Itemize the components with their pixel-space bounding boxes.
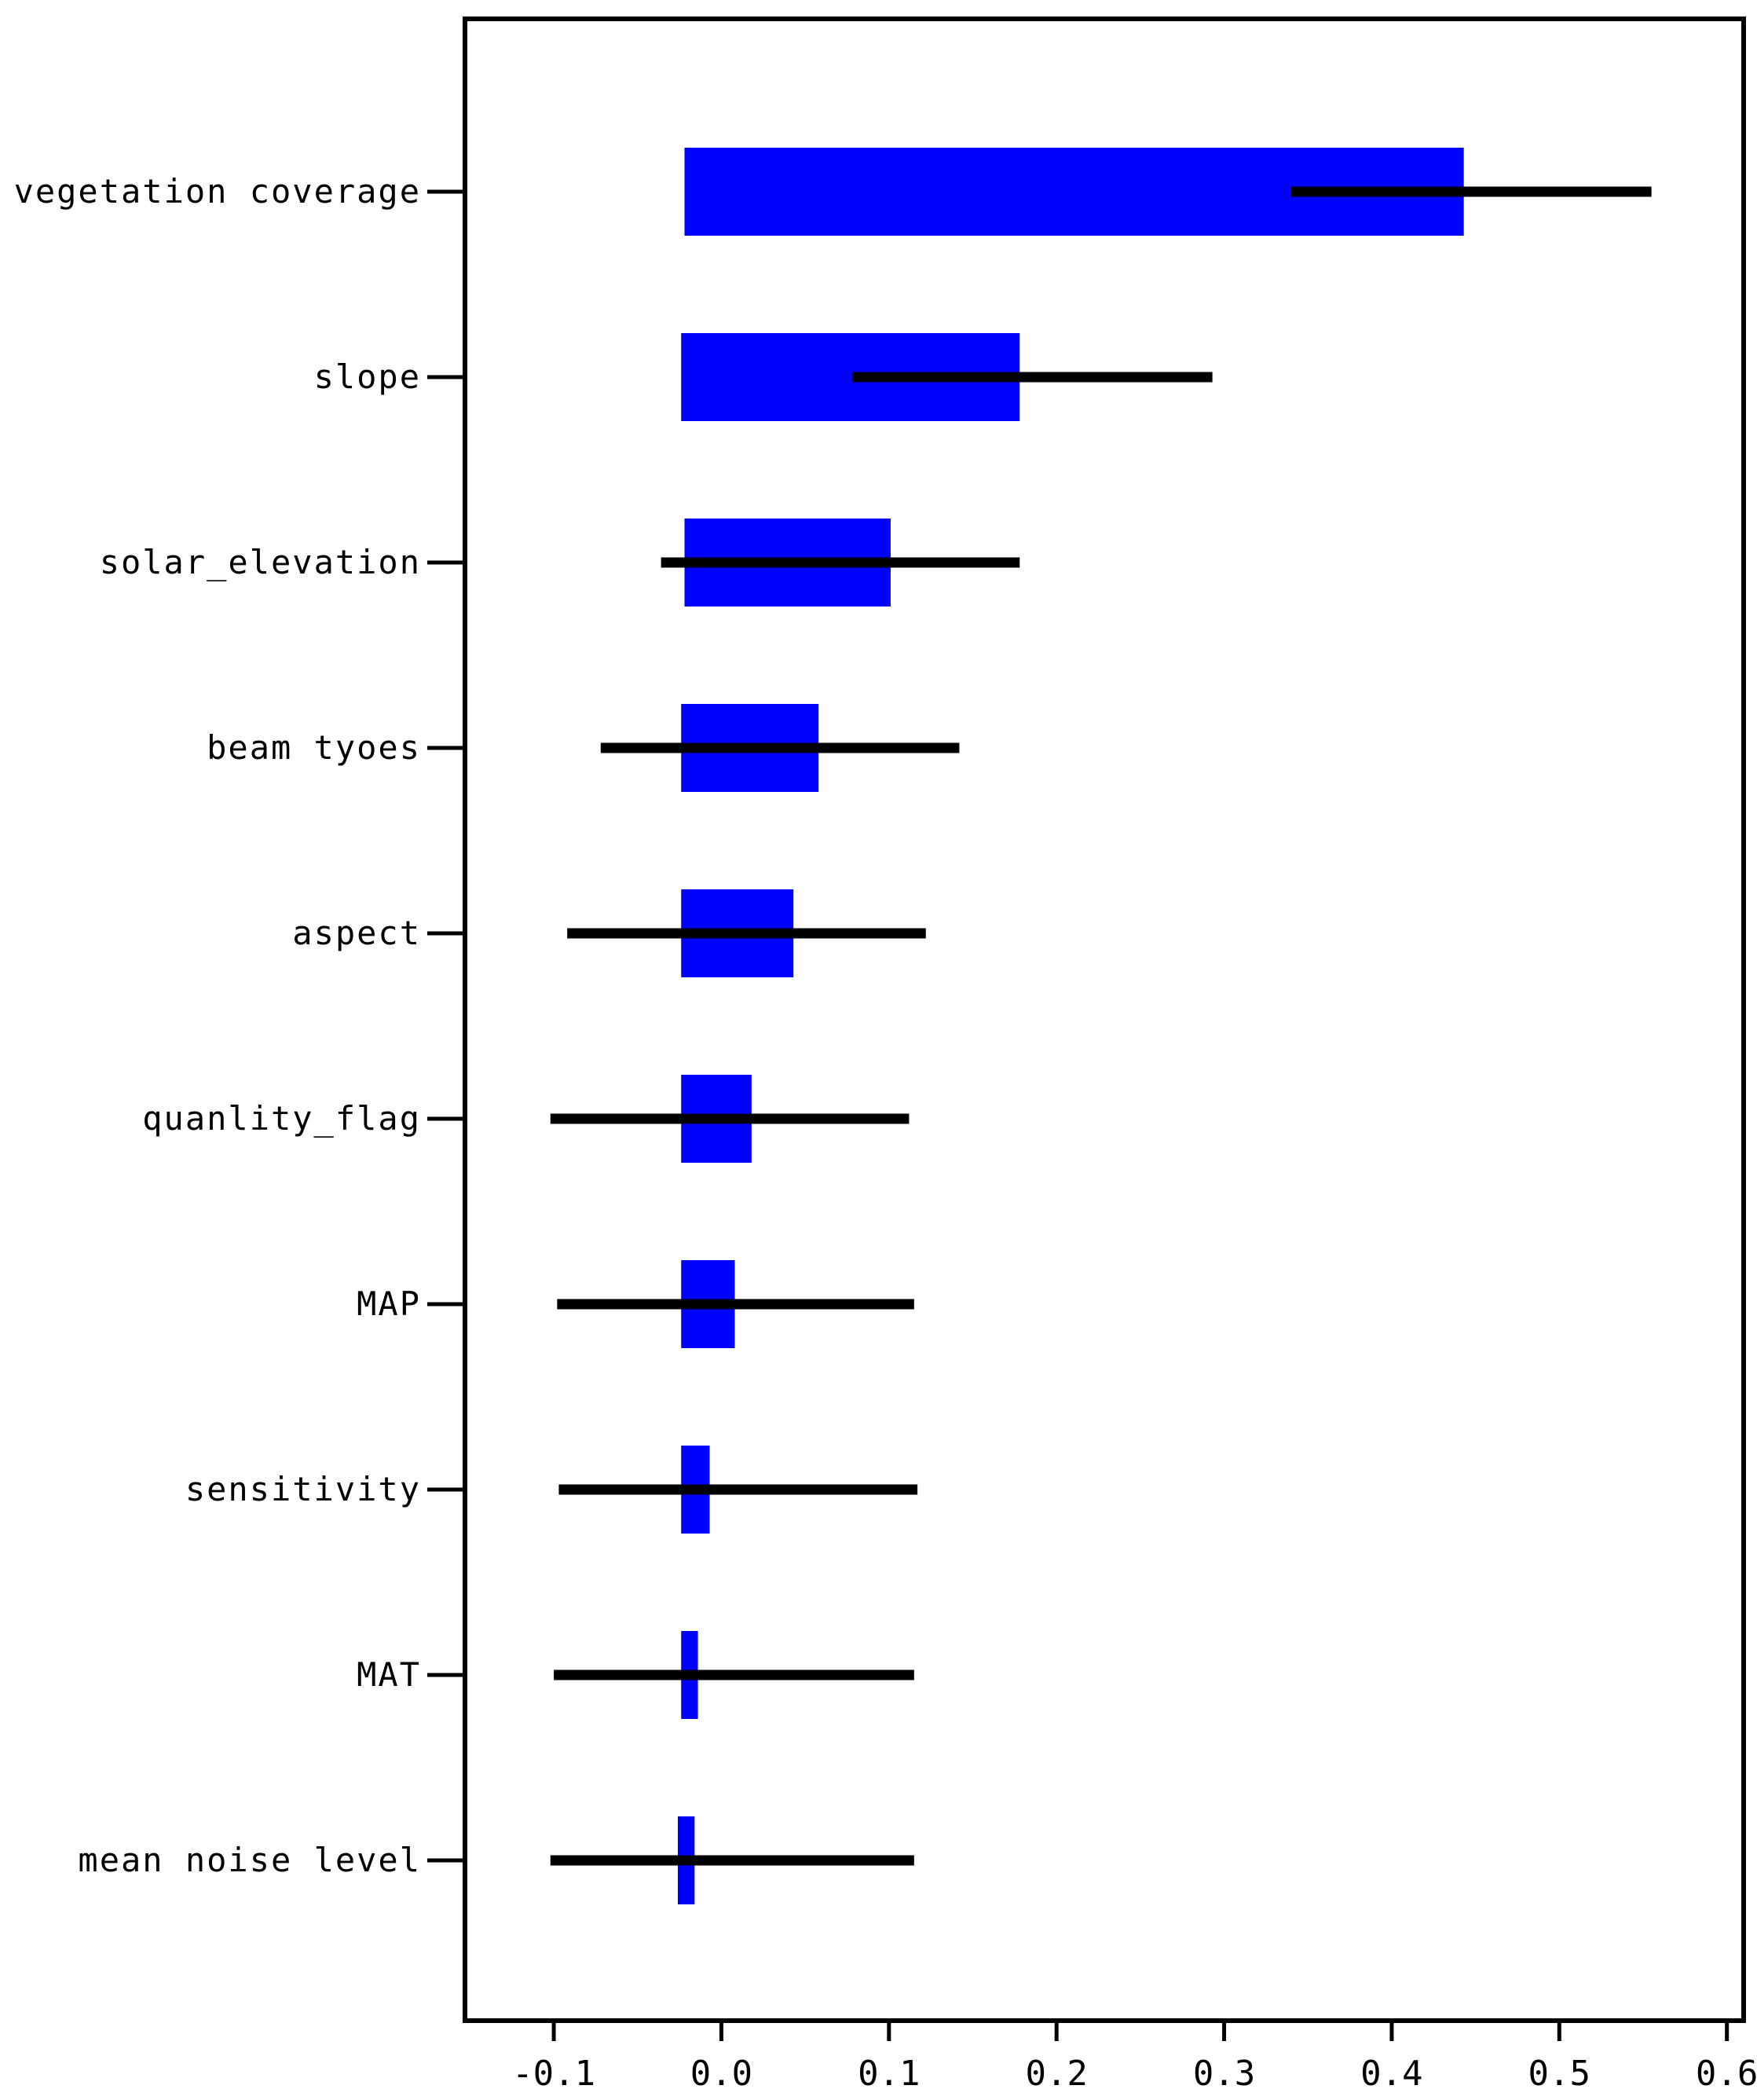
x-tick-label: -0.1 — [512, 2054, 595, 2094]
bars — [677, 148, 1464, 1904]
x-tick-label: 0.2 — [1025, 2054, 1087, 2094]
category-label: aspect — [292, 914, 421, 952]
y-axis: vegetation coverage slope solar_elevationb… — [14, 172, 465, 1879]
x-tick-label: 0.3 — [1193, 2054, 1255, 2094]
category-label: MAP — [357, 1285, 421, 1323]
category-label: solar_elevation — [100, 543, 421, 581]
x-tick-label: 0.0 — [690, 2054, 752, 2094]
x-tick-label: 0.1 — [858, 2054, 920, 2094]
error-bars — [550, 186, 1652, 1866]
x-axis-ticks: -0.1 0.0 0.1 0.2 0.3 0.4 0.5 0.6 — [512, 2021, 1757, 2094]
x-tick-label: 0.5 — [1528, 2054, 1590, 2094]
category-label: beam tyoes — [207, 728, 421, 767]
category-label: vegetation coverage — [14, 172, 421, 211]
plot-frame — [463, 16, 1746, 2023]
x-tick-label: 0.4 — [1360, 2054, 1422, 2094]
category-label: quanlity_flag — [142, 1099, 421, 1138]
category-label: slope — [314, 357, 421, 396]
category-label: mean noise level — [78, 1841, 421, 1879]
category-label: MAT — [357, 1655, 421, 1694]
category-label: sensitivity — [185, 1470, 421, 1508]
x-tick-label: 0.6 — [1696, 2054, 1757, 2094]
